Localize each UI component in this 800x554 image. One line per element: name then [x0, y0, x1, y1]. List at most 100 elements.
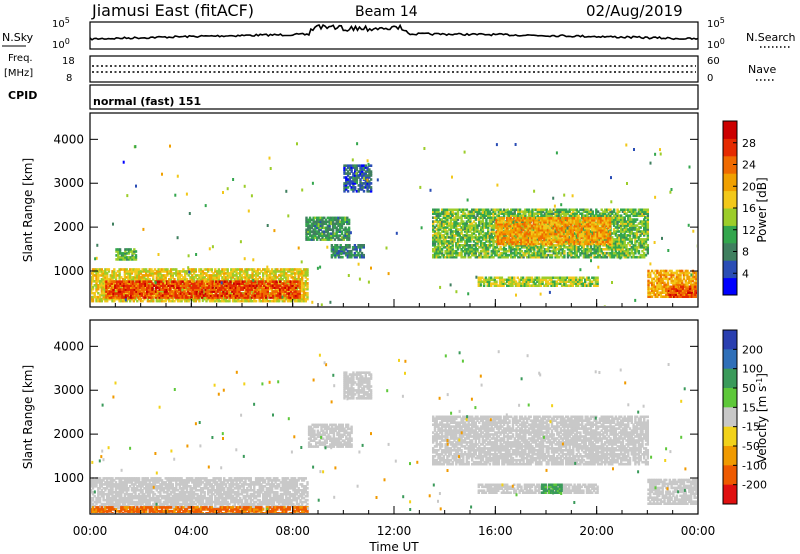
- data-cell-0: [125, 270, 128, 273]
- data-cell-2: [120, 256, 124, 259]
- data-cell-6: [515, 253, 518, 257]
- data-cell-0: [233, 297, 236, 301]
- data-cell-6: [582, 240, 586, 243]
- data-cell-3: [321, 226, 324, 230]
- data-cell-6: [471, 238, 474, 241]
- data-cell-1: [193, 290, 197, 293]
- data-cell-0: [293, 276, 297, 279]
- data-cell-0: [251, 272, 254, 275]
- data-cell-0: [148, 278, 151, 281]
- data-cell-1: [160, 294, 163, 297]
- data-cell-1: [128, 292, 131, 295]
- data-cell-1: [222, 292, 225, 295]
- data-cell-6: [439, 240, 442, 243]
- data-cell-5: [346, 166, 350, 169]
- data-cell-6: [614, 222, 618, 225]
- data-cell-2: [131, 258, 134, 261]
- data-cell-0: [130, 272, 134, 275]
- data-cell-6: [435, 232, 438, 235]
- data-cell-6: [458, 236, 461, 239]
- data-cell-6: [444, 222, 447, 225]
- data-cell-6: [463, 253, 467, 257]
- data-cell-5: [368, 168, 371, 171]
- data-cell-6: [589, 208, 593, 212]
- data-cell-6: [584, 214, 587, 217]
- data-cell-6: [463, 230, 467, 233]
- data-cell-1: [156, 282, 159, 285]
- data-cell-0: [290, 276, 293, 279]
- data-cell-0: [244, 276, 247, 279]
- data-cell-6: [556, 210, 559, 213]
- data-cell-6: [471, 222, 474, 225]
- data-cell-0: [297, 299, 300, 303]
- data-cell-3: [305, 216, 308, 220]
- data-cell-5: [354, 178, 357, 181]
- data-cell-0: [139, 272, 143, 275]
- data-cell-0: [278, 274, 281, 277]
- data-cell-6: [492, 232, 495, 235]
- data-cell-1: [254, 282, 257, 285]
- data-cell-6: [460, 218, 463, 221]
- data-cell-4: [337, 246, 341, 249]
- data-cell-6: [589, 249, 593, 253]
- data-cell-0: [295, 297, 299, 301]
- data-cell-1: [122, 296, 126, 299]
- data-cell-6: [588, 255, 591, 259]
- data-cell-6: [501, 253, 504, 257]
- data-cell-6: [612, 228, 616, 231]
- data-cell-1: [254, 284, 257, 287]
- data-cell-6: [598, 212, 602, 215]
- data-cell-6: [448, 253, 451, 257]
- data-cell-5: [354, 174, 357, 177]
- data-cell-3: [328, 236, 331, 239]
- data-cell-6: [579, 251, 582, 255]
- data-cell-1: [133, 292, 136, 295]
- data-cell-0: [102, 293, 105, 297]
- data-cell-0: [97, 270, 100, 273]
- data-cell-4: [334, 249, 337, 253]
- data-cell-3: [324, 226, 328, 230]
- data-cell-1: [183, 284, 186, 287]
- data-cell-0: [274, 274, 277, 277]
- data-cell-0: [145, 268, 148, 271]
- data-cell-1: [293, 286, 296, 289]
- data-cell-0: [265, 272, 268, 275]
- data-cell-5: [345, 180, 348, 183]
- data-cell-1: [144, 294, 147, 297]
- data-cell-6: [479, 216, 483, 219]
- data-cell-0: [215, 297, 219, 301]
- data-cell-6: [611, 212, 614, 215]
- data-cell-6: [494, 248, 497, 251]
- data-cell-0: [292, 276, 295, 279]
- data-cell-0: [121, 268, 125, 271]
- data-cell-6: [612, 208, 616, 212]
- data-cell-0: [267, 268, 270, 271]
- data-cell-1: [153, 290, 156, 293]
- data-cell-6: [481, 249, 485, 253]
- data-cell-0: [118, 276, 121, 279]
- data-cell-6: [579, 253, 582, 257]
- data-cell-3: [316, 232, 319, 235]
- data-cell-0: [199, 272, 203, 275]
- data-cell-0: [265, 278, 268, 281]
- data-cell-0: [295, 268, 299, 271]
- data-cell-1: [254, 296, 257, 299]
- data-cell-2: [117, 252, 120, 255]
- data-cell-0: [152, 274, 155, 277]
- data-cell-3: [328, 218, 331, 222]
- data-cell-1: [153, 292, 156, 295]
- data-cell-0: [304, 272, 307, 275]
- data-cell-3: [333, 224, 337, 228]
- data-cell-6: [483, 226, 486, 229]
- data-cell-6: [478, 234, 481, 237]
- data-cell-0: [235, 274, 238, 277]
- data-cell-6: [462, 234, 465, 237]
- data-cell-6: [611, 248, 614, 251]
- data-cell-1: [287, 294, 291, 297]
- data-cell-0: [136, 272, 139, 275]
- data-cell-6: [568, 246, 571, 249]
- data-cell-6: [437, 212, 440, 215]
- data-cell-6: [593, 248, 596, 251]
- data-cell-1: [275, 294, 278, 297]
- data-cell-1: [257, 286, 261, 289]
